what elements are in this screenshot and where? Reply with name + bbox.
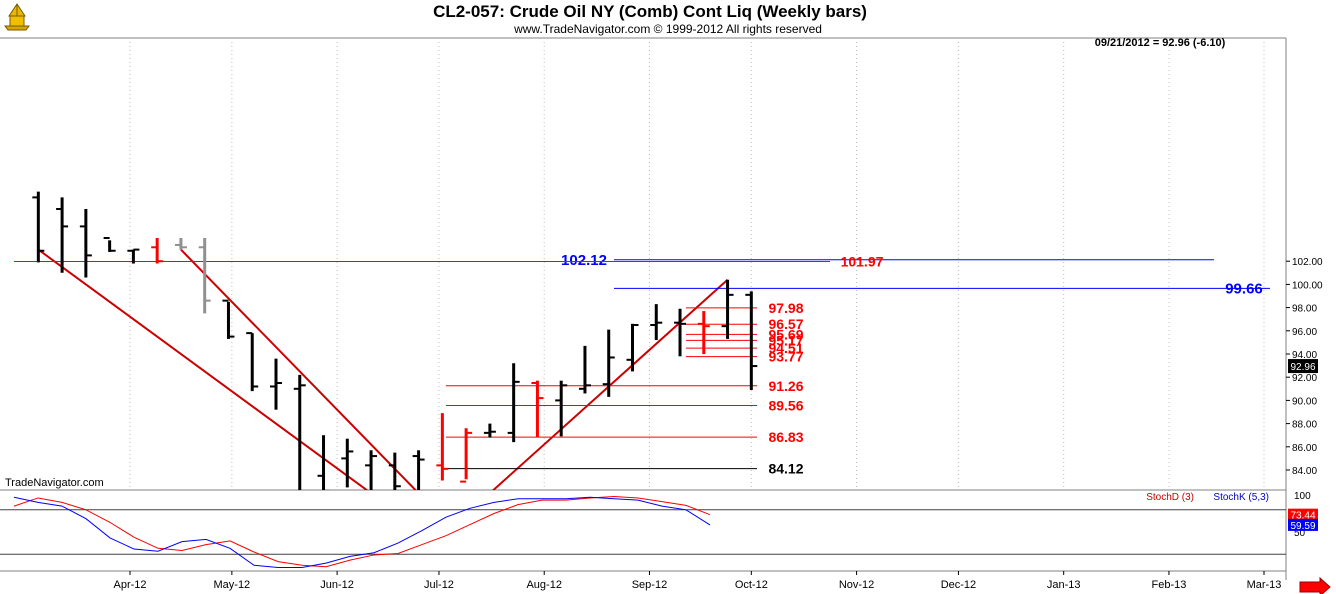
- y-tick-label: 102.00: [1292, 257, 1323, 268]
- ohlc-bar: [483, 423, 496, 438]
- ohlc-bar: [151, 238, 164, 264]
- ohlc-bar: [602, 329, 615, 397]
- chart-header: CL2-057: Crude Oil NY (Comb) Cont Liq (W…: [0, 0, 1336, 38]
- ohlc-bar: [436, 413, 449, 481]
- ohlc-bar: [507, 363, 520, 443]
- x-axis-layer: Apr-12 May-12 Jun-12 Jul-12 Aug-12 Sep-12 Oct-…: [113, 571, 1281, 591]
- y-tick-label: 100.00: [1292, 280, 1323, 291]
- ohlc-bar: [745, 291, 758, 390]
- ohlc-bar: [174, 238, 187, 250]
- level-label: 86.83: [768, 429, 803, 445]
- scroll-right-arrow[interactable]: [1299, 576, 1331, 594]
- stoch-k-legend: StochK (5,3): [1213, 492, 1269, 503]
- x-tick-label: Feb-13: [1152, 579, 1187, 591]
- ohlc-bars-layer: [32, 191, 758, 490]
- level-label: 96.57: [768, 316, 803, 332]
- x-tick-label: Jul-12: [424, 579, 454, 591]
- level-label: 102.12: [561, 252, 607, 269]
- y-axis-layer: 102.00 100.00 98.00 96.00 94.00 92.00 90.00 88.…: [1286, 257, 1323, 477]
- ohlc-bar: [626, 323, 639, 372]
- level-label: 99.66: [1225, 280, 1263, 297]
- ohlc-bar: [32, 191, 45, 263]
- x-tick-label: May-12: [214, 579, 251, 591]
- level-label: 101.97: [841, 254, 884, 270]
- x-tick-label: Jun-12: [320, 579, 354, 591]
- ohlc-bar: [721, 279, 734, 339]
- level-layer: 102.12 101.97 99.66 97.9896.5795.6995.1794.…: [14, 252, 1270, 477]
- stoch-tick-label: 100: [1294, 491, 1311, 502]
- ohlc-bar: [674, 308, 687, 357]
- ohlc-bar: [531, 380, 544, 438]
- level-label: 84.12: [768, 461, 803, 477]
- current-price-box: [1288, 359, 1318, 374]
- trendline: [180, 248, 417, 490]
- stoch-k-value: 59.59: [1290, 521, 1315, 532]
- ohlc-bar: [293, 374, 306, 490]
- ohlc-bar: [56, 197, 69, 273]
- ohlc-bar: [103, 237, 116, 252]
- y-tick-label: 86.00: [1292, 443, 1317, 454]
- ohlc-bar: [222, 299, 235, 339]
- level-label: 94.51: [768, 340, 803, 356]
- ohlc-bar: [246, 332, 259, 392]
- stoch-k-value-box: [1288, 518, 1318, 531]
- y-tick-label: 92.00: [1292, 373, 1317, 384]
- ohlc-bar: [578, 345, 591, 394]
- ohlc-bar: [555, 380, 568, 437]
- ohlc-bar: [198, 238, 211, 314]
- ohlc-bar: [127, 248, 140, 264]
- ohlc-bar: [460, 428, 473, 483]
- level-label: 89.56: [768, 398, 803, 414]
- y-tick-label: 94.00: [1292, 350, 1317, 361]
- stoch-k-line: [13, 496, 711, 569]
- y-tick-label: 88.00: [1292, 420, 1317, 431]
- x-tick-label: Apr-12: [113, 579, 146, 591]
- date-readout: 09/21/2012 = 92.96 (-6.10): [1095, 37, 1226, 49]
- level-label: 95.17: [768, 332, 803, 348]
- y-tick-label: 96.00: [1292, 327, 1317, 338]
- tradenavigator-logo-icon: [4, 3, 30, 31]
- ohlc-bar: [388, 452, 401, 490]
- y-tick-label: 90.00: [1292, 396, 1317, 407]
- ohlc-bar: [79, 209, 92, 278]
- x-tick-label: Jan-13: [1047, 579, 1081, 591]
- grid-layer: [129, 38, 1265, 490]
- level-label: 97.98: [768, 300, 803, 316]
- stoch-d-legend: StochD (3): [1146, 492, 1194, 503]
- y-tick-label: 98.00: [1292, 304, 1317, 315]
- ohlc-bar: [317, 435, 330, 490]
- x-tick-label: Aug-12: [526, 579, 561, 591]
- stoch-d-line: [13, 495, 711, 568]
- ohlc-bar: [365, 450, 378, 490]
- trendline: [37, 248, 369, 490]
- ohlc-bar: [412, 450, 425, 490]
- current-price-label: 92.96: [1290, 362, 1315, 373]
- chart-title: CL2-057: Crude Oil NY (Comb) Cont Liq (W…: [433, 2, 867, 21]
- level-label: 95.69: [768, 326, 803, 342]
- stoch-d-value-box: [1288, 508, 1318, 521]
- x-tick-label: Mar-13: [1247, 579, 1282, 591]
- trendline-layer: [37, 248, 729, 490]
- stoch-d-value: 73.44: [1290, 511, 1315, 522]
- y-tick-label: 84.00: [1292, 466, 1317, 477]
- stoch-tick-label: 50: [1294, 528, 1306, 539]
- ohlc-bar: [697, 311, 710, 354]
- level-label: 93.77: [768, 349, 803, 365]
- watermark: TradeNavigator.com: [5, 477, 104, 489]
- x-tick-label: Dec-12: [941, 579, 976, 591]
- ohlc-bar: [341, 438, 354, 488]
- x-tick-label: Sep-12: [632, 579, 667, 591]
- ohlc-bar: [650, 304, 663, 341]
- x-tick-label: Nov-12: [839, 579, 874, 591]
- copyright-text: www.TradeNavigator.com © 1999-2012 All r…: [514, 22, 822, 36]
- level-label: 91.26: [768, 378, 803, 394]
- x-tick-label: Oct-12: [735, 579, 768, 591]
- ohlc-bar: [269, 358, 282, 410]
